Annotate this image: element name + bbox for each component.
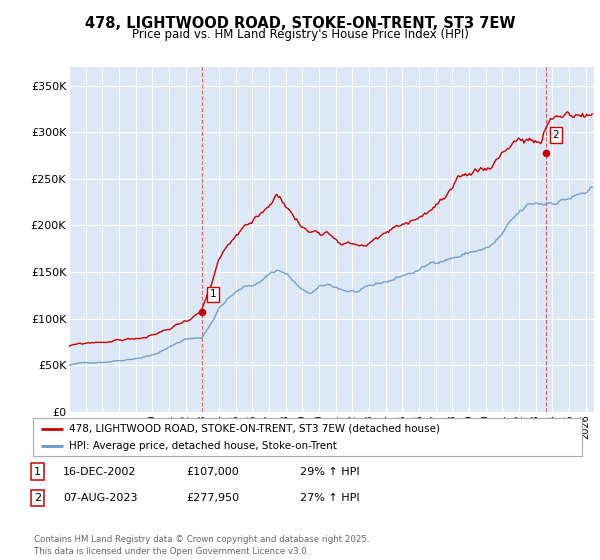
- Text: 2: 2: [34, 493, 41, 503]
- Text: 478, LIGHTWOOD ROAD, STOKE-ON-TRENT, ST3 7EW (detached house): 478, LIGHTWOOD ROAD, STOKE-ON-TRENT, ST3…: [68, 423, 440, 433]
- Text: 29% ↑ HPI: 29% ↑ HPI: [300, 466, 359, 477]
- Text: 1: 1: [210, 289, 217, 299]
- Text: 27% ↑ HPI: 27% ↑ HPI: [300, 493, 359, 503]
- Text: 07-AUG-2023: 07-AUG-2023: [63, 493, 137, 503]
- Text: HPI: Average price, detached house, Stoke-on-Trent: HPI: Average price, detached house, Stok…: [68, 441, 337, 451]
- Text: £277,950: £277,950: [186, 493, 239, 503]
- Text: Contains HM Land Registry data © Crown copyright and database right 2025.
This d: Contains HM Land Registry data © Crown c…: [34, 535, 370, 556]
- Text: 2: 2: [553, 130, 559, 140]
- Text: 478, LIGHTWOOD ROAD, STOKE-ON-TRENT, ST3 7EW: 478, LIGHTWOOD ROAD, STOKE-ON-TRENT, ST3…: [85, 16, 515, 31]
- Text: £107,000: £107,000: [186, 466, 239, 477]
- Text: 16-DEC-2002: 16-DEC-2002: [63, 466, 137, 477]
- Text: Price paid vs. HM Land Registry's House Price Index (HPI): Price paid vs. HM Land Registry's House …: [131, 28, 469, 41]
- Text: 1: 1: [34, 466, 41, 477]
